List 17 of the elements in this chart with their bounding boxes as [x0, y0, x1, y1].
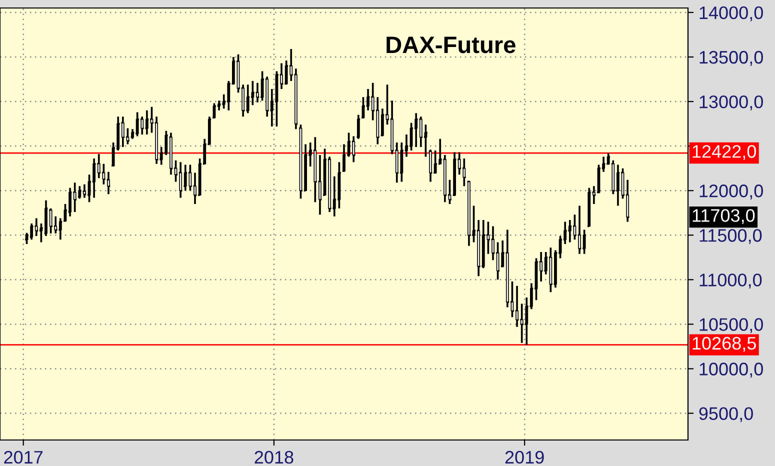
y-tick-label: 9500,0 [699, 407, 753, 422]
y-tick-label: 10500,0 [700, 318, 763, 334]
text: DAX-Future [386, 36, 516, 54]
x-tick-label: 2019 [505, 450, 544, 464]
x-tick-label: 2018 [254, 450, 294, 464]
y-tick-label: 13500,0 [700, 50, 763, 66]
text: 11703,0 [692, 209, 755, 224]
candlestick [356, 114, 360, 140]
y-tick-label: 14000,0 [700, 6, 763, 22]
y-tick-label: 10000,0 [700, 362, 763, 378]
y-tick-label: 12000,0 [700, 184, 763, 200]
y-tick-label: 11000,0 [700, 274, 762, 289]
ref-line-label: 12422,0 [692, 145, 756, 160]
x-tick-label: 2017 [4, 450, 43, 464]
y-tick-label: 11500,0 [700, 229, 762, 244]
ref-line-label: 10268,5 [692, 336, 756, 352]
y-tick-label: 13000,0 [700, 95, 763, 110]
